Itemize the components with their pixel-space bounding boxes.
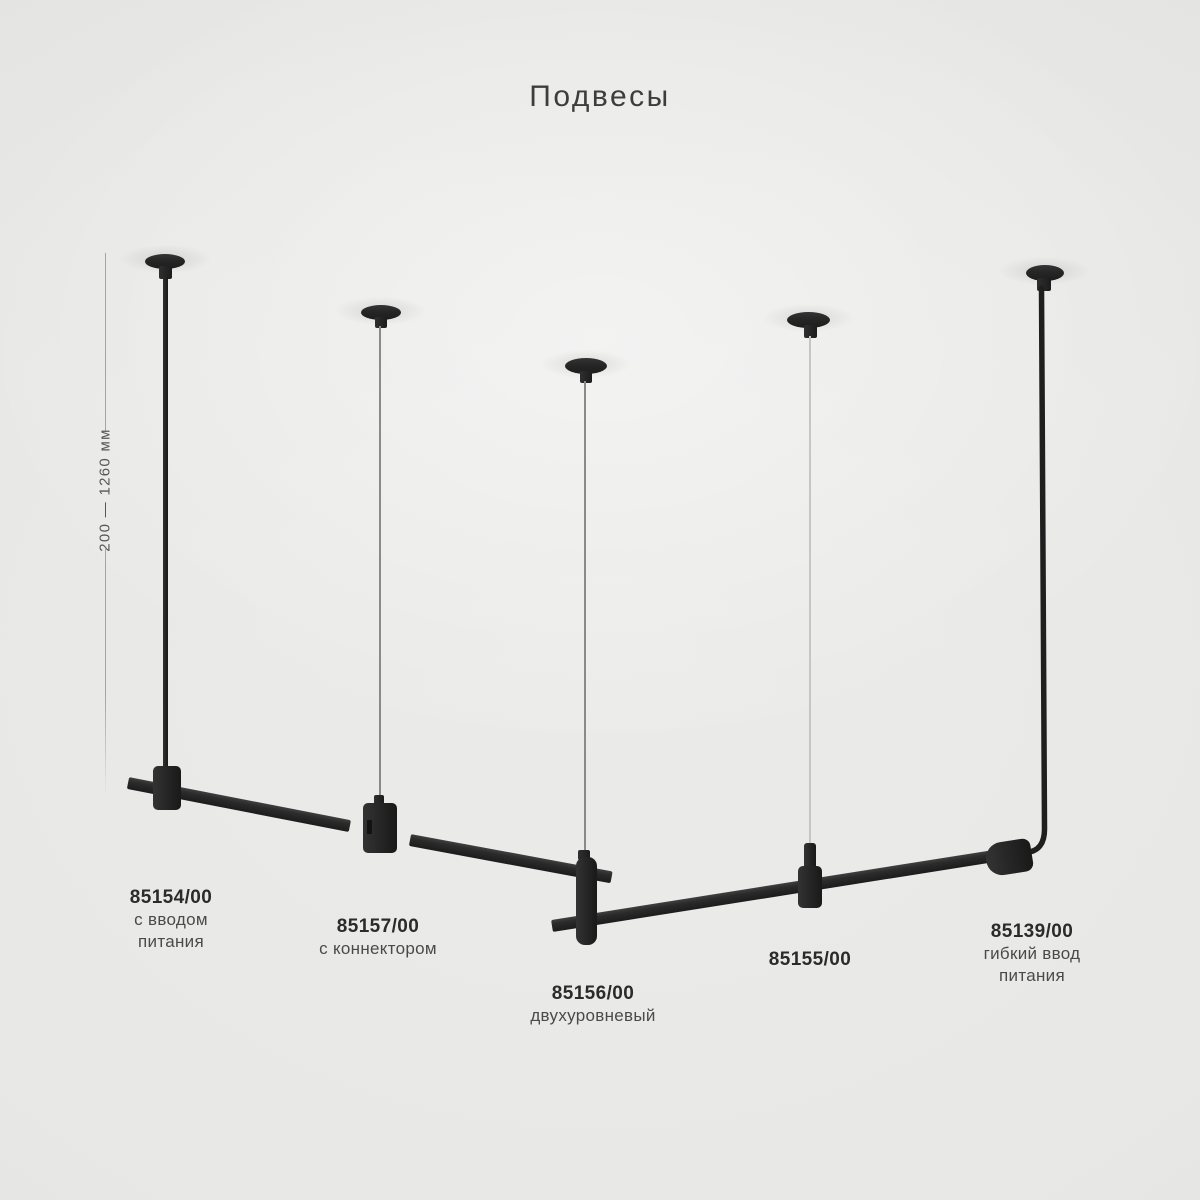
product-desc-line: с вводом [134, 910, 208, 929]
suspension-wire [809, 336, 811, 846]
connector-slot [367, 820, 372, 834]
product-code: 85156/00 [551, 983, 635, 1004]
canopy-disc [565, 358, 607, 374]
canopy-stub [804, 325, 817, 338]
product-label-85157: 85157/00 с коннектором [319, 916, 437, 960]
suspension-rod [163, 277, 168, 769]
page-title: Подвесы [529, 80, 671, 113]
product-desc-line: с коннектором [319, 939, 437, 958]
two-level-post-85156 [576, 857, 597, 945]
canopy-stub [159, 266, 172, 279]
dimension-line-lower [105, 549, 106, 797]
product-code: 85154/00 [129, 887, 213, 908]
grip-body-85155 [798, 866, 822, 908]
product-code: 85157/00 [336, 916, 420, 937]
product-label-85155: 85155/00 [769, 949, 851, 971]
post-top-fitting [578, 850, 590, 860]
suspension-wire [584, 381, 586, 853]
product-code: 85155/00 [768, 949, 852, 970]
canopy-disc [787, 312, 830, 328]
product-label-85156: 85156/00 двухуровневый [530, 983, 655, 1027]
product-desc-line: гибкий ввод [983, 944, 1081, 963]
connector-top-fitting [374, 795, 384, 805]
canopy-stub [375, 317, 387, 328]
product-label-85139: 85139/00 гибкий ввод питания [984, 921, 1081, 987]
product-code: 85139/00 [990, 921, 1074, 942]
suspension-wire [379, 326, 381, 802]
dimension-line-upper [105, 253, 106, 431]
canopy-disc [145, 254, 185, 269]
track-adapter-cylinder-85154 [153, 766, 181, 810]
product-desc-line: питания [138, 932, 204, 951]
product-desc-line: питания [999, 966, 1065, 985]
canopy-disc [1026, 265, 1064, 281]
canopy-stub [580, 371, 592, 383]
canopy-disc [361, 305, 401, 320]
product-label-85154: 85154/00 с вводом питания [130, 887, 212, 953]
grip-stem [804, 843, 816, 870]
product-desc-line: двухуровневый [530, 1006, 656, 1025]
